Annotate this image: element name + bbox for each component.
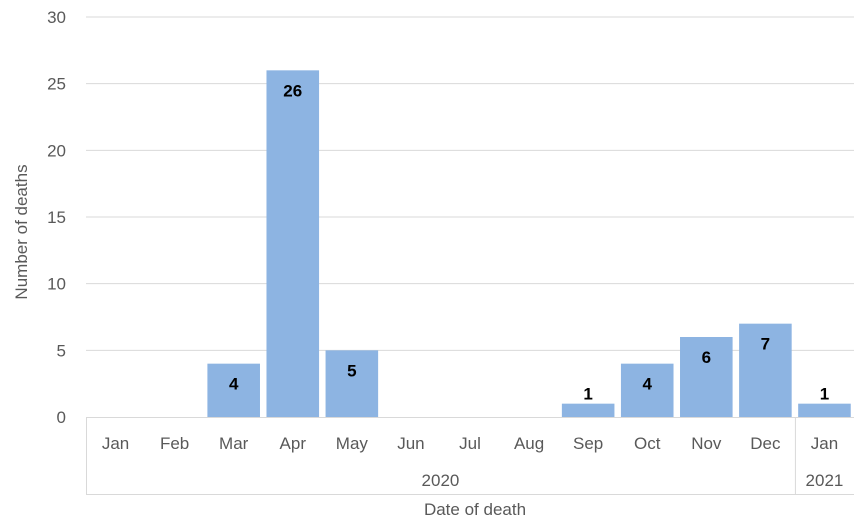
bar bbox=[207, 363, 260, 417]
x-tick-label: Mar bbox=[219, 434, 249, 453]
gridlines bbox=[86, 16, 854, 351]
x-tick-label: Feb bbox=[160, 434, 189, 453]
x-tick-label: Jan bbox=[811, 434, 838, 453]
x-tick-label: Oct bbox=[634, 434, 661, 453]
y-tick-label: 20 bbox=[47, 141, 66, 160]
y-tick-label: 25 bbox=[47, 75, 66, 94]
bar bbox=[620, 363, 674, 417]
x-group-label: 2020 bbox=[422, 471, 460, 490]
bar bbox=[325, 350, 379, 417]
data-label: 4 bbox=[642, 375, 652, 394]
bar bbox=[798, 403, 851, 417]
data-labels: 4 26 5 1 4 6 7 1 bbox=[229, 81, 829, 403]
data-label: 1 bbox=[583, 385, 592, 404]
data-label: 5 bbox=[347, 361, 356, 380]
x-axis-title: Date of death bbox=[424, 500, 526, 519]
bar bbox=[266, 70, 320, 417]
y-tick-label: 5 bbox=[57, 341, 66, 360]
x-tick-label: Jul bbox=[459, 434, 481, 453]
x-tick-label: Sep bbox=[573, 434, 603, 453]
bar bbox=[680, 337, 733, 417]
x-axis: Jan Feb Mar Apr May Jun Jul Aug Sep Oct Nov Dec Jan 2… bbox=[86, 417, 854, 495]
y-tick-label: 10 bbox=[47, 275, 66, 294]
x-tick-label: Jun bbox=[397, 434, 424, 453]
x-tick-label: Nov bbox=[691, 434, 722, 453]
y-tick-label: 15 bbox=[47, 208, 66, 227]
y-tick-label: 0 bbox=[57, 408, 66, 427]
x-tick-label: Aug bbox=[514, 434, 544, 453]
bar bbox=[561, 403, 615, 417]
data-label: 6 bbox=[702, 348, 711, 367]
data-label: 26 bbox=[283, 81, 302, 100]
bars bbox=[207, 70, 851, 417]
x-tick-label: Jan bbox=[102, 434, 129, 453]
bar bbox=[739, 323, 792, 417]
y-axis-title: Number of deaths bbox=[12, 164, 31, 299]
data-label: 7 bbox=[761, 335, 770, 354]
data-label: 4 bbox=[229, 375, 239, 394]
data-label: 1 bbox=[820, 385, 829, 404]
x-group-label: 2021 bbox=[806, 471, 844, 490]
x-tick-label: Dec bbox=[750, 434, 781, 453]
x-tick-label: May bbox=[336, 434, 369, 453]
y-tick-label: 30 bbox=[47, 8, 66, 27]
y-axis-ticks: 0 5 10 15 20 25 30 bbox=[47, 8, 66, 427]
x-tick-label: Apr bbox=[280, 434, 307, 453]
